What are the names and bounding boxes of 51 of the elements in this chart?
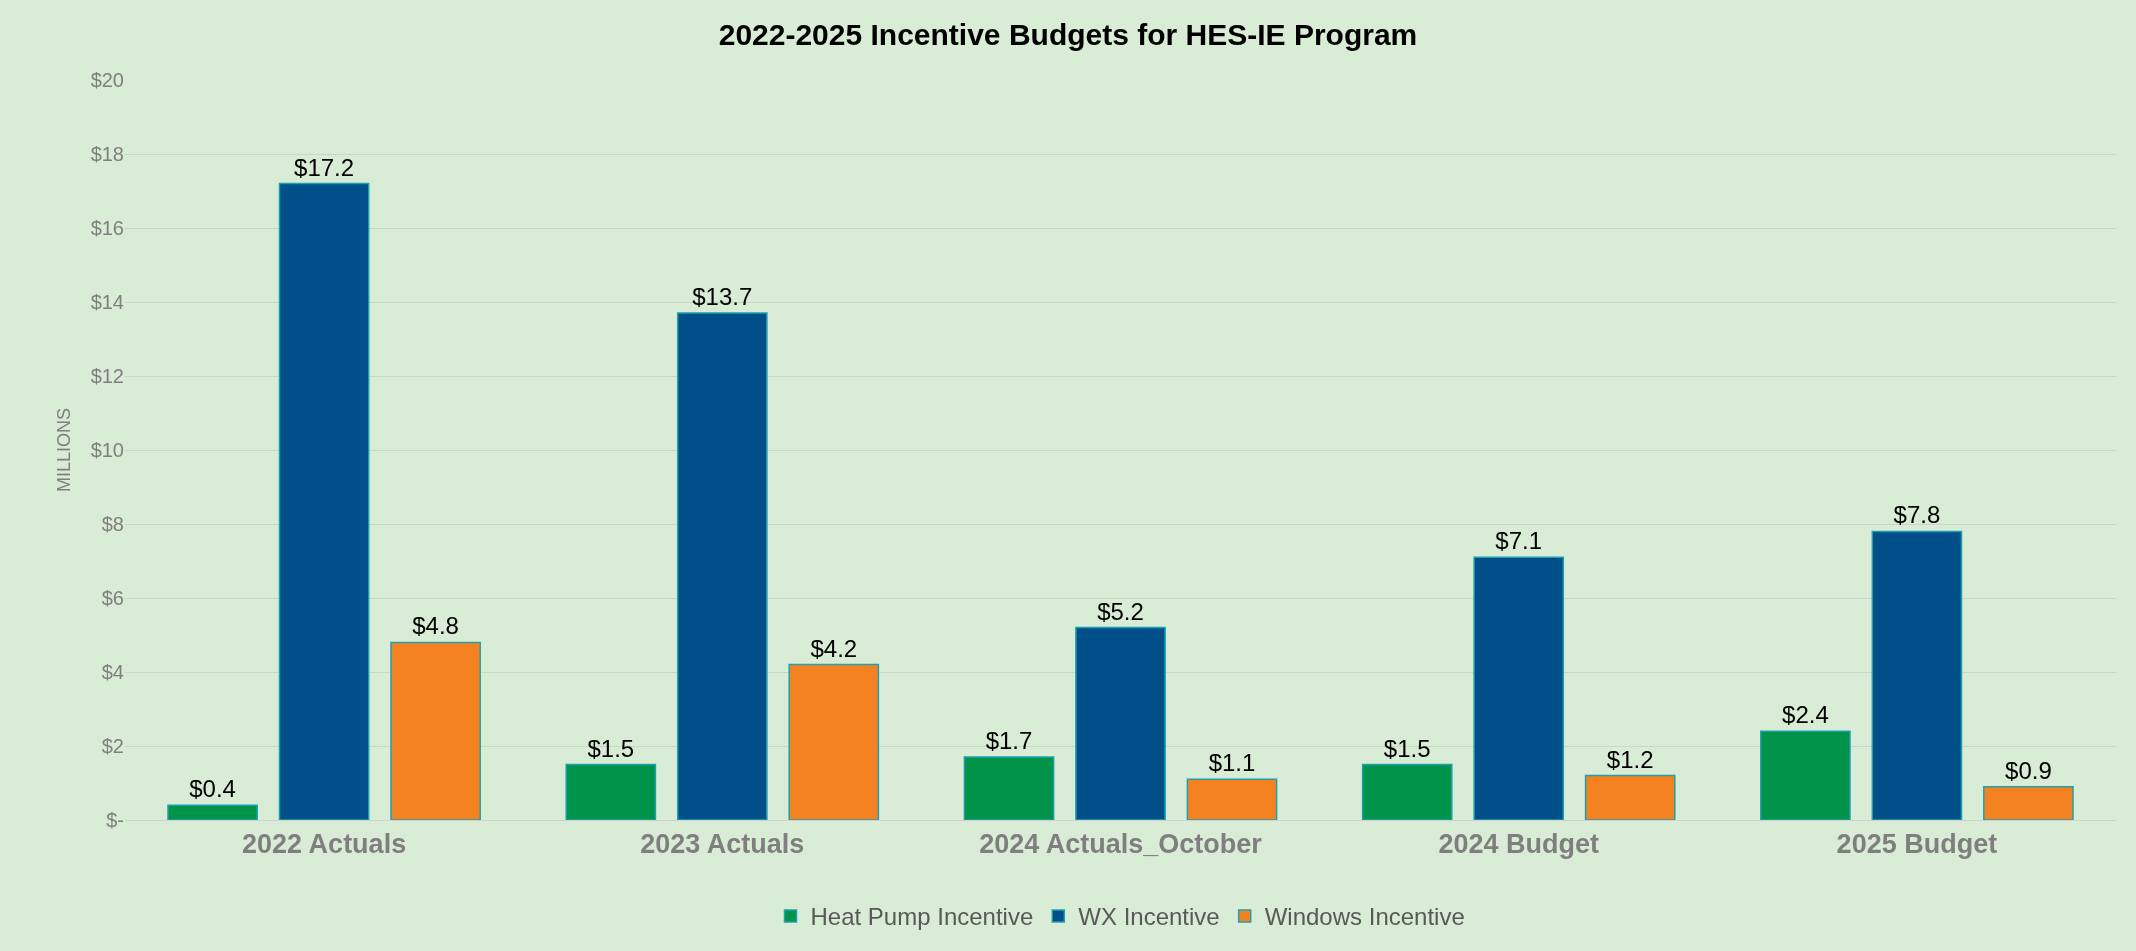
chart-title: 2022-2025 Incentive Budgets for HES-IE Program [718,17,1418,51]
bar [963,756,1055,820]
data-label: $0.9 [2005,756,2052,784]
data-label: $1.7 [985,727,1033,755]
data-label: $13.7 [692,283,753,311]
y-tick-label: $4 [101,661,124,683]
bar [1871,530,1963,820]
y-tick-label: $14 [90,291,124,313]
x-tick-label: 2023 Actuals [640,829,805,860]
x-tick-label: 2024 Budget [1438,829,1599,860]
y-tick-label: $12 [90,365,124,387]
bar [1361,763,1453,820]
legend-label: Windows Incentive [1264,903,1465,931]
data-label: $7.1 [1495,527,1543,555]
data-label: $4.2 [810,634,858,662]
bar [167,804,258,820]
y-tick-label: $10 [90,439,124,461]
bar [1983,785,2074,820]
y-tick-label: $6 [101,587,124,609]
y-tick-label: $16 [90,217,124,239]
bar [1584,774,1676,820]
y-tick-label: $20 [90,69,124,91]
data-label: $0.4 [189,775,236,803]
x-tick-label: 2024 Actuals_October [979,829,1263,860]
data-label: $7.8 [1893,501,1941,529]
y-tick-label: $2 [101,735,124,757]
bar [676,312,768,820]
y-tick-label: $8 [101,513,124,535]
legend-label: Heat Pump Incentive [810,903,1034,931]
data-label: $17.2 [294,153,355,181]
bar [1075,626,1166,820]
bar [1186,778,1278,820]
bar [565,763,657,820]
y-axis-title: MILLIONS [53,407,74,493]
data-label: $4.8 [412,612,459,640]
legend-label: WX Incentive [1078,903,1220,931]
y-tick-label: $18 [90,143,124,165]
y-tick-label: $- [106,809,124,831]
bar [788,663,880,820]
bar [278,182,370,820]
data-label: $1.5 [1383,734,1431,762]
data-label: $1.5 [587,734,635,762]
bar [1473,556,1565,820]
bar [390,641,481,820]
data-label: $1.1 [1208,749,1256,777]
x-tick-label: 2025 Budget [1836,829,1998,860]
data-label: $2.4 [1782,701,1829,729]
bar [1760,730,1851,820]
x-tick-label: 2022 Actuals [242,829,407,860]
data-label: $5.2 [1097,597,1144,625]
data-label: $1.2 [1606,745,1654,773]
